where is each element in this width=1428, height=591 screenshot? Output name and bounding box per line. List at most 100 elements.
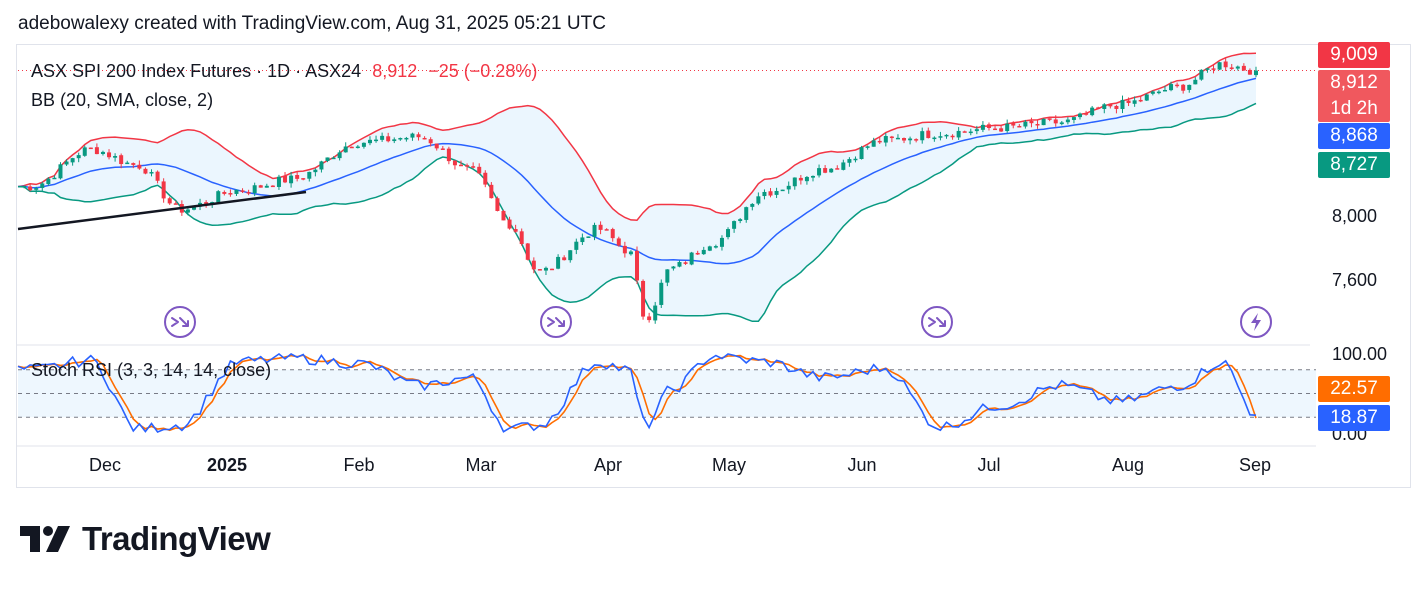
- candle-body: [592, 224, 597, 237]
- candle-body: [562, 257, 567, 261]
- candle-body: [1132, 100, 1137, 104]
- dividend-icon: [164, 306, 196, 338]
- candle-body: [137, 164, 142, 169]
- time-label: Aug: [1111, 455, 1145, 475]
- candle-body: [34, 188, 39, 190]
- candle-body: [665, 269, 670, 283]
- candle-body: [980, 124, 985, 130]
- candle-body: [501, 210, 506, 221]
- candle-body: [252, 185, 257, 194]
- candle-body: [1035, 124, 1040, 126]
- candle-body: [628, 251, 633, 255]
- candle-body: [173, 203, 178, 205]
- countdown-value: 1d 2h: [1330, 98, 1378, 119]
- candle-body: [88, 147, 93, 150]
- candle-body: [841, 162, 846, 170]
- candle-body: [459, 164, 464, 167]
- candle-body: [586, 236, 591, 238]
- dividend-glyph: [928, 317, 946, 327]
- candle-body: [762, 191, 767, 197]
- candle-body: [367, 139, 372, 144]
- candle-body: [228, 193, 233, 195]
- upper-band-badge: 9,009: [1318, 42, 1390, 68]
- dividend-glyph: [171, 317, 189, 327]
- candle-body: [1126, 100, 1131, 104]
- candle-body: [422, 137, 427, 140]
- candle-body: [1175, 84, 1180, 87]
- candle-body: [701, 249, 706, 255]
- candle-body: [440, 148, 445, 150]
- candle-body: [1017, 125, 1022, 128]
- candle-body: [738, 219, 743, 222]
- last-price-value: 8,912: [1330, 72, 1378, 93]
- candle-body: [902, 138, 907, 141]
- candle-body: [677, 262, 682, 267]
- candle-body: [641, 280, 646, 317]
- candle-body: [125, 162, 130, 165]
- candle-body: [380, 135, 385, 140]
- candle-body: [1181, 84, 1186, 91]
- candle-body: [264, 185, 269, 188]
- bb-upper-line: [17, 52, 1257, 221]
- candle-body: [313, 169, 318, 173]
- candle-body: [392, 139, 397, 142]
- candle-body: [428, 139, 433, 144]
- time-label: Jul: [977, 455, 1001, 475]
- candle-body: [1114, 105, 1119, 109]
- candle-body: [246, 192, 251, 194]
- candle-body: [993, 128, 998, 131]
- candle-body: [798, 177, 803, 181]
- candle-body: [100, 151, 105, 155]
- candle-body: [167, 198, 172, 204]
- candle-body: [46, 178, 51, 185]
- candle-body: [58, 164, 63, 179]
- flash-glyph: [1251, 313, 1261, 331]
- brand-name: TradingView: [82, 520, 271, 557]
- candle-body: [398, 138, 403, 140]
- candle-body: [695, 252, 700, 255]
- candle-body: [804, 176, 809, 182]
- candle-body: [495, 198, 500, 211]
- candle-body: [653, 305, 658, 321]
- candle-body: [1156, 91, 1161, 94]
- candle-body: [513, 229, 518, 232]
- dividend-icon: [921, 306, 953, 338]
- candle-body: [1235, 66, 1240, 69]
- candle-body: [319, 161, 324, 170]
- stoch-rsi-legend[interactable]: Stoch RSI (3, 3, 14, 14, close): [31, 360, 272, 380]
- candle-body: [659, 282, 664, 305]
- candle-body: [1229, 67, 1234, 69]
- time-label: Jun: [847, 455, 877, 475]
- tradingview-brand[interactable]: TradingView: [18, 520, 271, 558]
- candle-body: [616, 238, 621, 246]
- candle-body: [1169, 84, 1174, 91]
- candle-body: [756, 196, 761, 204]
- candle-body: [543, 267, 548, 271]
- candle-body: [234, 189, 239, 194]
- chart-caption: adebowalexy created with TradingView.com…: [18, 13, 606, 34]
- candle-body: [82, 147, 87, 156]
- chart-frame: [16, 44, 1411, 488]
- candle-body: [1059, 122, 1064, 125]
- candle-body: [191, 206, 196, 210]
- candle-body: [726, 229, 731, 238]
- symbol-legend[interactable]: ASX SPI 200 Index Futures · 1D · ASX24 8…: [31, 61, 537, 82]
- candle-body: [1065, 119, 1070, 123]
- candle-body: [786, 185, 791, 190]
- candle-body: [780, 189, 785, 192]
- candle-body: [968, 131, 973, 134]
- candle-body: [908, 138, 913, 141]
- candle-body: [410, 133, 415, 138]
- candle-body: [550, 268, 555, 271]
- candle-body: [683, 262, 688, 264]
- candle-body: [1011, 123, 1016, 126]
- price-change: −25 (−0.28%): [428, 61, 538, 81]
- candle-body: [477, 166, 482, 174]
- candle-body: [1053, 119, 1058, 124]
- bb-legend[interactable]: BB (20, SMA, close, 2): [31, 90, 214, 110]
- candle-body: [143, 168, 148, 174]
- candle-body: [22, 185, 27, 188]
- candle-body: [1241, 65, 1246, 71]
- candle-body: [355, 146, 360, 149]
